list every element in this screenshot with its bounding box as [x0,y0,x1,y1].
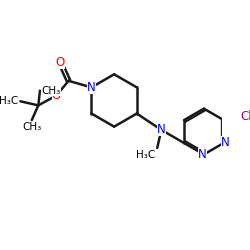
Text: H₃C: H₃C [0,96,19,106]
Text: Cl: Cl [240,110,250,122]
Text: CH₃: CH₃ [22,122,42,132]
Text: O: O [56,56,65,69]
Text: CH₃: CH₃ [42,86,61,96]
Text: N: N [221,136,230,149]
Text: N: N [157,124,166,136]
Text: N: N [198,148,206,161]
Text: N: N [87,81,96,94]
Text: O: O [52,89,61,102]
Text: H₃C: H₃C [136,150,156,160]
